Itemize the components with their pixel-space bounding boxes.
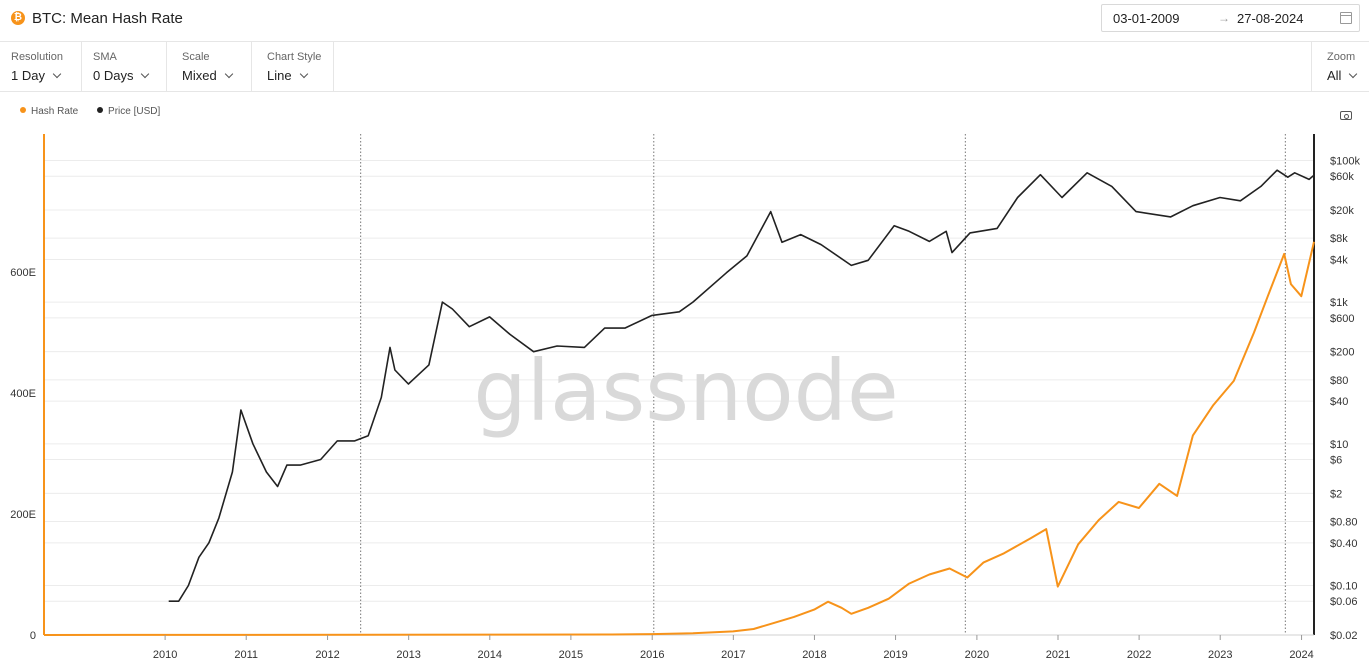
y-left-tick-label: 400E (10, 388, 36, 400)
x-tick-label: 2021 (1046, 649, 1070, 661)
chart-toolbar: Resolution 1 Day SMA 0 Days Scale Mixed … (0, 42, 1369, 92)
y-right-tick-label: $80 (1330, 375, 1348, 387)
vertical-markers (360, 134, 1286, 635)
chart-style-dropdown[interactable]: Chart Style Line (252, 42, 334, 91)
hash-rate-chart: glassnode 2010 2011 2012 2013 2014 2015 2016 20… (10, 134, 1360, 661)
zoom-label: Zoom (1327, 51, 1356, 63)
y-right-tick-label: $2 (1330, 488, 1342, 500)
x-tick-label: 2019 (883, 649, 907, 661)
y-right-tick-label: $4k (1330, 254, 1348, 266)
y-axis-left-ticks: 0 200E 400E 600E (10, 267, 36, 642)
legend-item-price[interactable]: Price [USD] (97, 106, 160, 117)
y-right-tick-label: $1k (1330, 297, 1348, 309)
calendar-icon[interactable] (1340, 12, 1352, 24)
x-tick-label: 2020 (965, 649, 989, 661)
date-end-input[interactable]: 27-08-2024 (1237, 11, 1304, 26)
x-tick-label: 2011 (234, 649, 258, 661)
chevron-down-icon (1349, 69, 1358, 79)
series-layer (43, 169, 1315, 636)
legend-dot-icon (97, 107, 104, 114)
y-right-tick-label: $8k (1330, 233, 1348, 245)
hash-rate-series-line (43, 241, 1315, 636)
x-tick-label: 2018 (802, 649, 826, 661)
sma-label: SMA (93, 51, 117, 63)
y-left-tick-label: 0 (30, 630, 36, 642)
resolution-value: 1 Day (11, 68, 45, 83)
zoom-value: All (1327, 68, 1342, 83)
y-right-tick-label: $0.80 (1330, 517, 1358, 529)
x-tick-label: 2017 (721, 649, 745, 661)
legend-dot-icon (20, 107, 26, 114)
date-range-picker[interactable]: 03-01-2009 → 27-08-2024 (1101, 4, 1360, 32)
y-right-tick-label: $200 (1330, 347, 1354, 359)
resolution-dropdown[interactable]: Resolution 1 Day (0, 42, 82, 91)
scale-value: Mixed (182, 68, 217, 83)
date-start-input[interactable]: 03-01-2009 (1113, 11, 1180, 26)
y-left-tick-label: 600E (10, 267, 36, 279)
x-tick-label: 2024 (1289, 649, 1313, 661)
horizontal-grid (44, 159, 1314, 636)
x-tick-label: 2012 (315, 649, 339, 661)
arrow-right-icon: → (1218, 11, 1230, 25)
camera-icon[interactable] (1340, 111, 1352, 120)
header-bar: ₿ BTC: Mean Hash Rate 03-01-2009 → 27-08… (0, 0, 1369, 42)
x-tick-label: 2023 (1208, 649, 1232, 661)
chevron-down-icon (52, 69, 62, 79)
x-tick-label: 2010 (153, 649, 177, 661)
y-right-tick-label: $40 (1330, 396, 1348, 408)
x-tick-label: 2015 (559, 649, 583, 661)
price-series-line (168, 169, 1315, 603)
legend-item-hash-rate[interactable]: Hash Rate (20, 106, 78, 117)
y-right-tick-label: $0.40 (1330, 538, 1358, 550)
x-tick-label: 2013 (396, 649, 420, 661)
chevron-down-icon (299, 69, 308, 79)
scale-dropdown[interactable]: Scale Mixed (167, 42, 252, 91)
y-right-tick-label: $0.10 (1330, 580, 1358, 592)
y-right-tick-label: $0.06 (1330, 596, 1358, 608)
y-right-tick-label: $0.02 (1330, 630, 1358, 642)
chart-style-label: Chart Style (267, 51, 322, 63)
y-right-tick-label: $600 (1330, 313, 1354, 325)
legend-label: Price [USD] (108, 106, 161, 117)
y-left-tick-label: 200E (10, 509, 36, 521)
x-tick-label: 2022 (1127, 649, 1151, 661)
y-right-tick-label: $20k (1330, 205, 1354, 217)
chevron-down-icon (141, 69, 150, 79)
y-right-tick-label: $100k (1330, 155, 1360, 167)
x-axis-ticks: 2010 2011 2012 2013 2014 2015 2016 2017 2018 2019… (153, 635, 1314, 661)
chart-legend: Hash Rate Price [USD] (20, 106, 176, 117)
chart-style-value: Line (267, 68, 292, 83)
sma-value: 0 Days (93, 68, 134, 83)
y-axis-right-ticks: $0.02 $0.06 $0.10 $0.40 $0.80 $2 $6 $10 $40 $80 $2… (1330, 155, 1360, 642)
y-right-tick-label: $6 (1330, 455, 1342, 467)
bitcoin-icon: ₿ (11, 11, 25, 25)
chevron-down-icon (224, 69, 233, 79)
y-right-tick-label: $60k (1330, 171, 1354, 183)
watermark-text: glassnode (473, 342, 898, 440)
page-title: BTC: Mean Hash Rate (32, 10, 183, 27)
y-right-tick-label: $10 (1330, 439, 1348, 451)
zoom-dropdown[interactable]: Zoom All (1311, 42, 1369, 91)
x-tick-label: 2016 (640, 649, 664, 661)
x-tick-label: 2014 (478, 649, 502, 661)
scale-label: Scale (182, 51, 210, 63)
sma-dropdown[interactable]: SMA 0 Days (82, 42, 167, 91)
legend-label: Hash Rate (31, 106, 79, 117)
resolution-label: Resolution (11, 51, 63, 63)
